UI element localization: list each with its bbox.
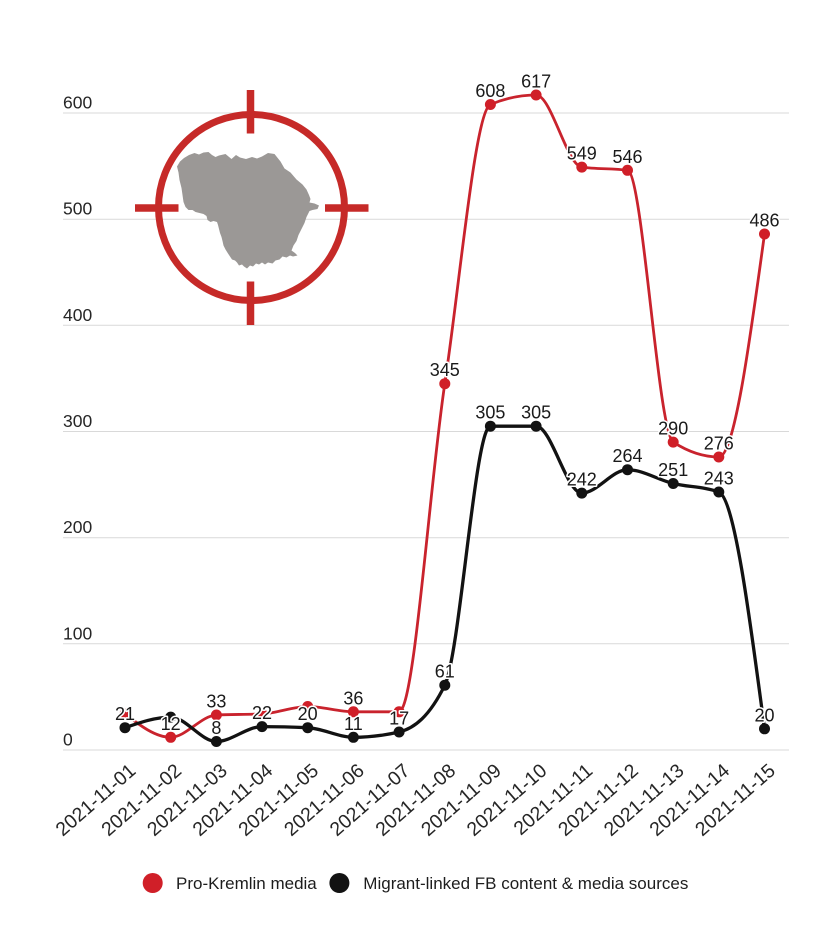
svg-text:549: 549 [567, 144, 597, 164]
svg-text:36: 36 [343, 688, 363, 708]
svg-text:12: 12 [161, 714, 181, 734]
svg-text:100: 100 [63, 623, 92, 643]
svg-text:400: 400 [63, 305, 92, 325]
svg-text:486: 486 [749, 211, 779, 231]
svg-text:242: 242 [567, 470, 597, 490]
svg-text:500: 500 [63, 199, 92, 219]
svg-text:608: 608 [475, 81, 505, 101]
svg-text:22: 22 [252, 703, 272, 723]
svg-text:600: 600 [63, 93, 92, 113]
svg-text:300: 300 [63, 411, 92, 431]
svg-text:Pro-Kremlin media: Pro-Kremlin media [176, 874, 317, 893]
svg-text:17: 17 [389, 709, 409, 729]
svg-text:Migrant-linked FB content & me: Migrant-linked FB content & media source… [363, 874, 688, 893]
svg-text:264: 264 [612, 446, 642, 466]
svg-text:345: 345 [430, 360, 460, 380]
svg-text:61: 61 [435, 662, 455, 682]
svg-text:33: 33 [206, 692, 226, 712]
svg-text:276: 276 [704, 434, 734, 454]
svg-text:290: 290 [658, 419, 688, 439]
svg-text:20: 20 [754, 705, 774, 725]
svg-text:305: 305 [475, 403, 505, 423]
svg-text:8: 8 [211, 718, 221, 738]
svg-text:251: 251 [658, 460, 688, 480]
svg-text:11: 11 [344, 714, 363, 734]
svg-text:0: 0 [63, 730, 73, 750]
svg-text:243: 243 [704, 469, 734, 489]
svg-text:21: 21 [115, 704, 135, 724]
svg-text:617: 617 [521, 72, 551, 92]
svg-text:20: 20 [298, 704, 318, 724]
svg-text:546: 546 [612, 147, 642, 167]
svg-text:200: 200 [63, 517, 92, 537]
svg-text:305: 305 [521, 403, 551, 423]
